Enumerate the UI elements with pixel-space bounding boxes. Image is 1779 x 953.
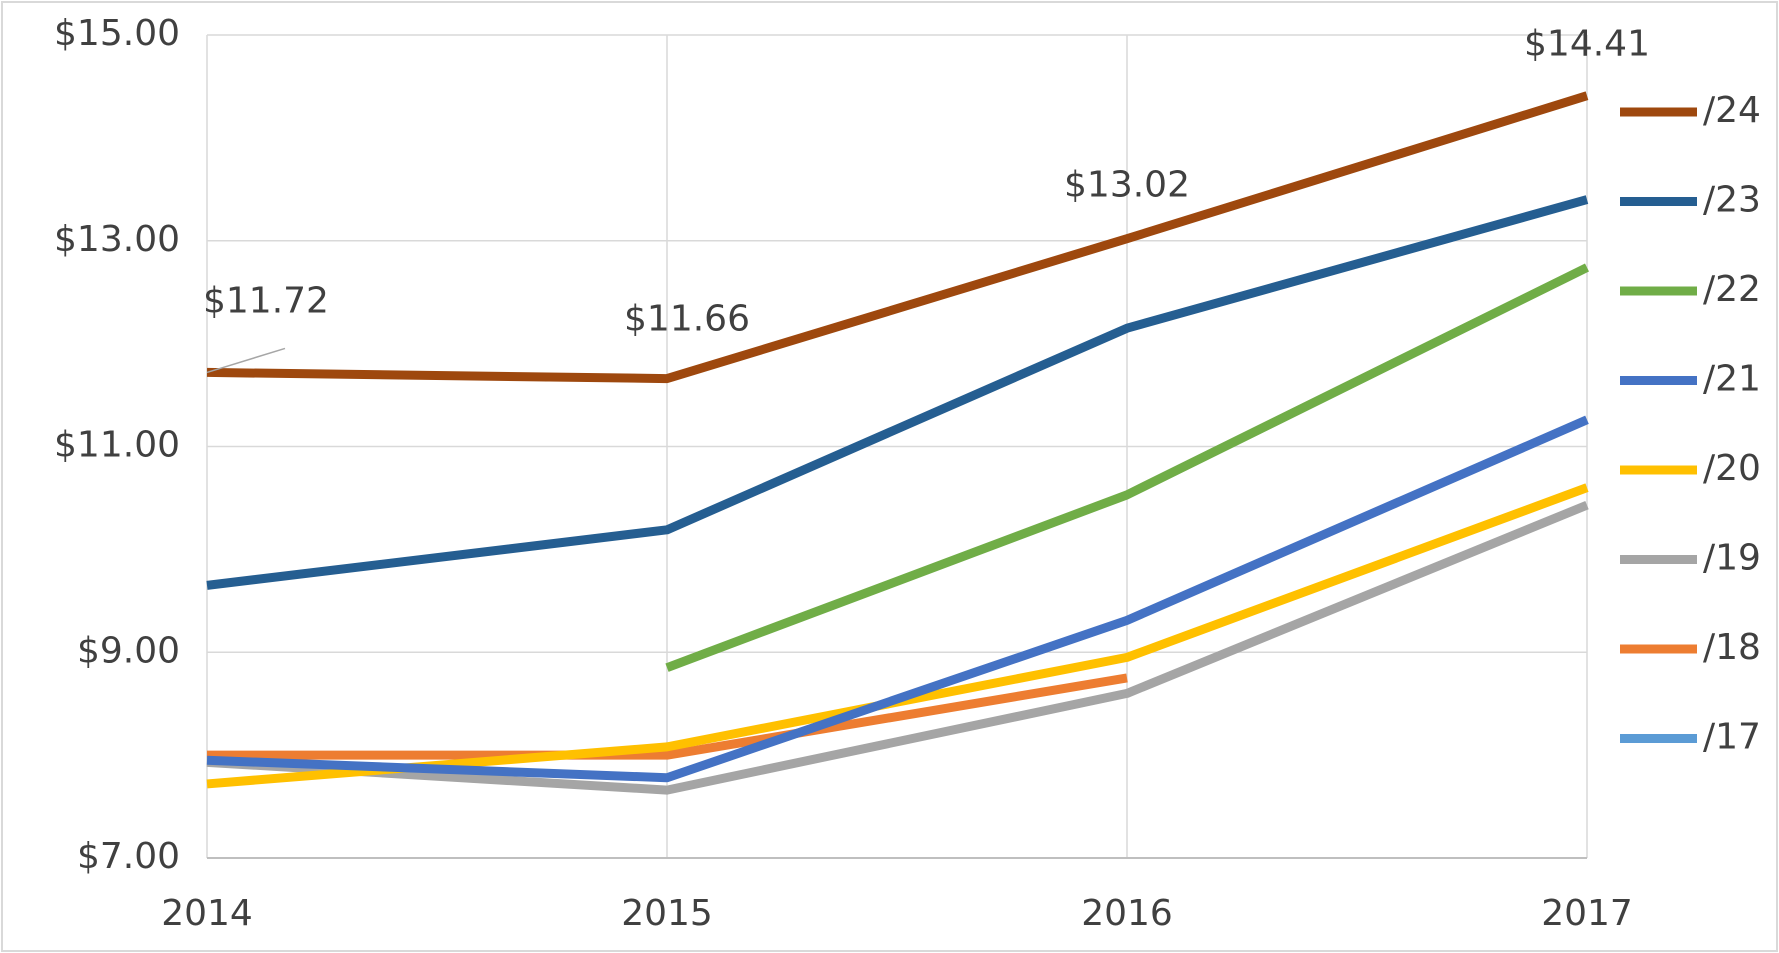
legend-label: /23 xyxy=(1703,180,1761,221)
series-line xyxy=(206,500,1589,795)
data-label: $13.02 xyxy=(1064,165,1190,206)
leader-line xyxy=(206,347,286,374)
y-tick-label: $9.00 xyxy=(77,630,180,671)
y-tick-label: $11.00 xyxy=(54,425,180,466)
legend-label: /19 xyxy=(1703,538,1761,579)
legend-label: /18 xyxy=(1703,627,1761,668)
data-label: $11.72 xyxy=(203,280,329,321)
legend-label: /20 xyxy=(1703,448,1761,489)
y-tick-label: $13.00 xyxy=(54,219,180,260)
legend-label: /24 xyxy=(1703,90,1761,131)
x-tick-label: 2016 xyxy=(1081,893,1173,934)
series-line xyxy=(207,673,1128,760)
x-tick-label: 2017 xyxy=(1541,893,1633,934)
legend-label: /17 xyxy=(1703,717,1761,758)
data-label: $11.66 xyxy=(624,299,750,340)
series-line xyxy=(665,263,1589,672)
series-line xyxy=(206,195,1589,590)
y-tick-label: $15.00 xyxy=(54,13,180,54)
legend-label: /21 xyxy=(1703,359,1761,400)
legend-label: /22 xyxy=(1703,269,1761,310)
series-line xyxy=(206,91,1589,384)
y-tick-label: $7.00 xyxy=(77,836,180,877)
x-tick-label: 2014 xyxy=(161,893,253,934)
data-label: $14.41 xyxy=(1524,24,1650,65)
series-line xyxy=(206,415,1589,783)
x-tick-label: 2015 xyxy=(621,893,713,934)
